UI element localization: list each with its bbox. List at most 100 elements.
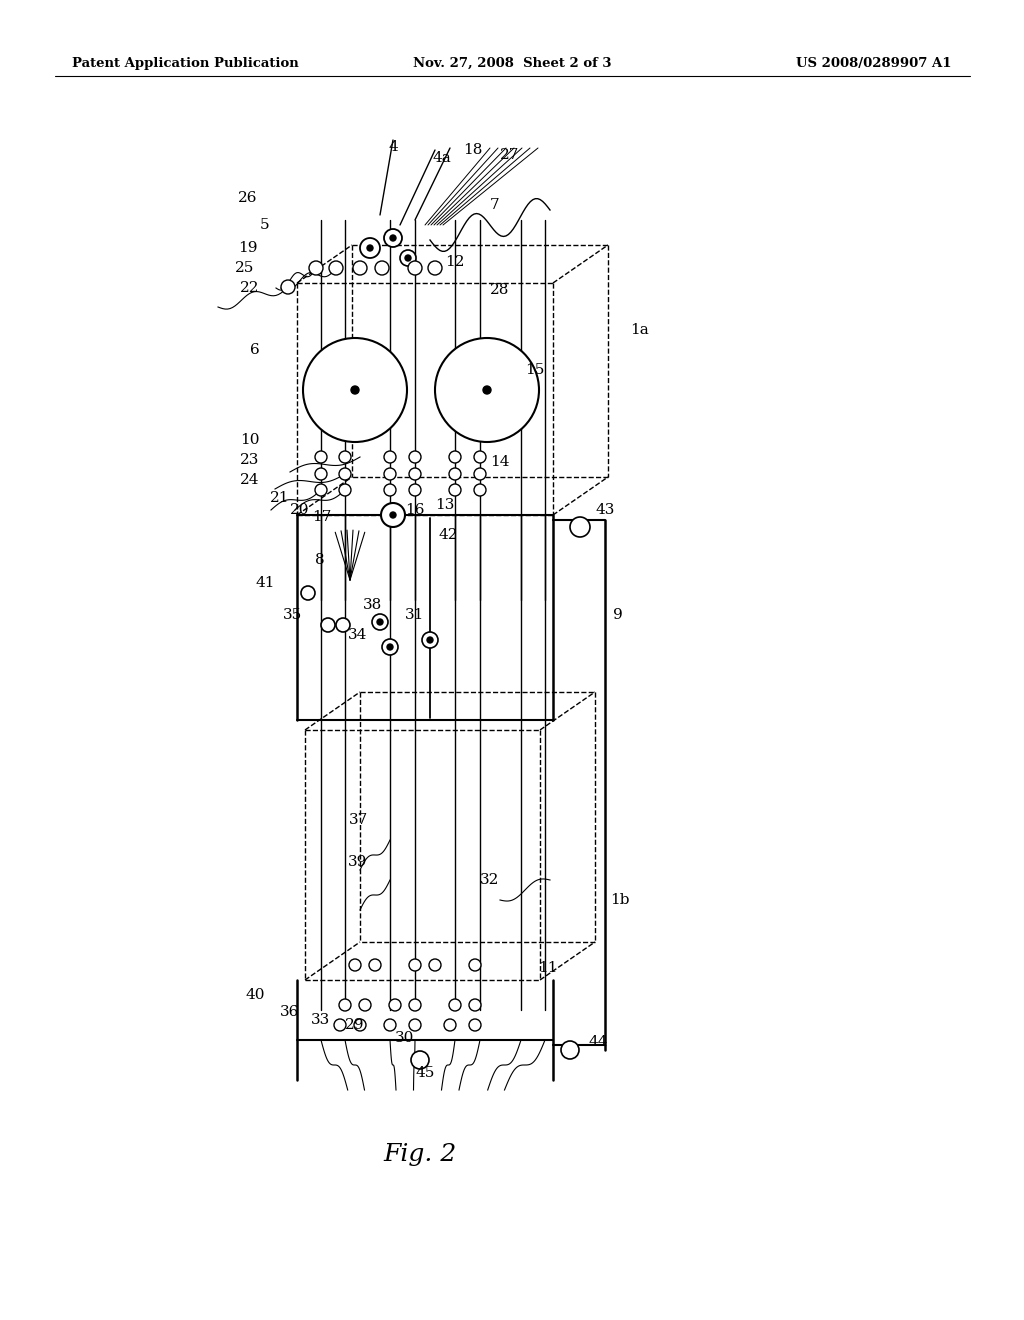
Circle shape: [301, 586, 315, 601]
Text: 11: 11: [539, 961, 558, 975]
Circle shape: [309, 261, 323, 275]
Text: 33: 33: [310, 1012, 330, 1027]
Text: 21: 21: [270, 491, 290, 506]
Text: 17: 17: [312, 510, 332, 524]
Text: 25: 25: [236, 261, 255, 275]
Circle shape: [384, 451, 396, 463]
Circle shape: [339, 999, 351, 1011]
Circle shape: [474, 469, 486, 480]
Text: 22: 22: [241, 281, 260, 294]
Circle shape: [354, 1019, 366, 1031]
Circle shape: [315, 469, 327, 480]
Circle shape: [449, 451, 461, 463]
Text: 7: 7: [490, 198, 500, 213]
Circle shape: [387, 644, 393, 649]
Circle shape: [409, 484, 421, 496]
Text: 27: 27: [501, 148, 520, 162]
Circle shape: [384, 1019, 396, 1031]
Circle shape: [336, 618, 350, 632]
Circle shape: [334, 1019, 346, 1031]
Circle shape: [339, 451, 351, 463]
Text: 36: 36: [281, 1005, 300, 1019]
Circle shape: [427, 638, 433, 643]
Text: 24: 24: [241, 473, 260, 487]
Circle shape: [339, 469, 351, 480]
Circle shape: [409, 451, 421, 463]
Text: 16: 16: [406, 503, 425, 517]
Text: Fig. 2: Fig. 2: [383, 1143, 457, 1167]
Text: 6: 6: [250, 343, 260, 356]
Text: 38: 38: [364, 598, 383, 612]
Text: 29: 29: [345, 1018, 365, 1032]
Circle shape: [384, 484, 396, 496]
Text: 9: 9: [613, 609, 623, 622]
Circle shape: [411, 1051, 429, 1069]
Circle shape: [469, 1019, 481, 1031]
Circle shape: [377, 619, 383, 624]
Text: 34: 34: [348, 628, 368, 642]
Text: 37: 37: [348, 813, 368, 828]
Text: 41: 41: [255, 576, 274, 590]
Circle shape: [449, 484, 461, 496]
Circle shape: [409, 469, 421, 480]
Text: 31: 31: [406, 609, 425, 622]
Circle shape: [422, 632, 438, 648]
Circle shape: [483, 385, 490, 393]
Text: 20: 20: [290, 503, 309, 517]
Text: 8: 8: [315, 553, 325, 568]
Circle shape: [353, 261, 367, 275]
Circle shape: [400, 249, 416, 267]
Text: 28: 28: [490, 282, 510, 297]
Text: 14: 14: [490, 455, 510, 469]
Circle shape: [372, 614, 388, 630]
Circle shape: [474, 451, 486, 463]
Circle shape: [381, 503, 406, 527]
Text: 12: 12: [445, 255, 465, 269]
Text: 4: 4: [388, 140, 398, 154]
Text: 40: 40: [246, 987, 265, 1002]
Circle shape: [384, 228, 402, 247]
Circle shape: [382, 639, 398, 655]
Circle shape: [351, 385, 359, 393]
Circle shape: [367, 246, 373, 251]
Circle shape: [429, 960, 441, 972]
Circle shape: [469, 960, 481, 972]
Circle shape: [390, 235, 396, 242]
Circle shape: [449, 999, 461, 1011]
Text: 19: 19: [239, 242, 258, 255]
Text: 44: 44: [588, 1035, 608, 1049]
Circle shape: [303, 338, 407, 442]
Circle shape: [474, 484, 486, 496]
Circle shape: [406, 255, 411, 261]
Text: 15: 15: [525, 363, 545, 378]
Circle shape: [375, 261, 389, 275]
Circle shape: [409, 999, 421, 1011]
Text: 35: 35: [284, 609, 303, 622]
Circle shape: [329, 261, 343, 275]
Circle shape: [349, 960, 361, 972]
Circle shape: [315, 451, 327, 463]
Text: 45: 45: [416, 1067, 434, 1080]
Circle shape: [359, 999, 371, 1011]
Text: 39: 39: [348, 855, 368, 869]
Circle shape: [444, 1019, 456, 1031]
Circle shape: [561, 1041, 579, 1059]
Circle shape: [428, 261, 442, 275]
Text: 26: 26: [239, 191, 258, 205]
Circle shape: [449, 469, 461, 480]
Text: 43: 43: [595, 503, 614, 517]
Text: 10: 10: [241, 433, 260, 447]
Text: Patent Application Publication: Patent Application Publication: [72, 57, 299, 70]
Circle shape: [390, 512, 396, 517]
Circle shape: [389, 999, 401, 1011]
Circle shape: [360, 238, 380, 257]
Text: 18: 18: [463, 143, 482, 157]
Text: Nov. 27, 2008  Sheet 2 of 3: Nov. 27, 2008 Sheet 2 of 3: [413, 57, 611, 70]
Circle shape: [281, 280, 295, 294]
Text: 23: 23: [241, 453, 260, 467]
Text: US 2008/0289907 A1: US 2008/0289907 A1: [797, 57, 952, 70]
Circle shape: [339, 484, 351, 496]
Circle shape: [409, 960, 421, 972]
Text: 1b: 1b: [610, 894, 630, 907]
Circle shape: [315, 484, 327, 496]
